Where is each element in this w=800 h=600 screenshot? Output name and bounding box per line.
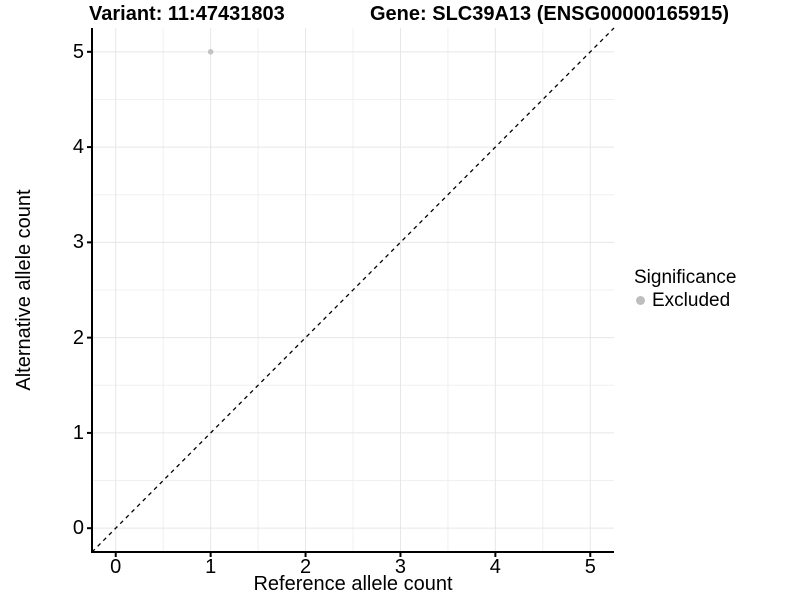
y-tick-label: 5	[72, 40, 84, 63]
x-tick-label: 3	[394, 556, 407, 578]
data-point	[207, 49, 214, 55]
x-tick-label: 4	[489, 556, 501, 578]
legend-item-excluded: Excluded	[630, 289, 736, 312]
x-tick-label: 0	[110, 556, 122, 578]
y-tick-label: 2	[72, 326, 84, 349]
y-tick-label: 0	[72, 517, 84, 540]
y-tick-label: 3	[72, 231, 84, 254]
x-tick-label: 1	[205, 556, 217, 578]
legend-items: Excluded	[630, 289, 736, 312]
legend: Significance Excluded	[630, 266, 736, 312]
y-axis-title: Alternative allele count	[13, 189, 35, 391]
identity-reference-line	[91, 27, 615, 553]
x-tick-label: 2	[299, 556, 312, 578]
x-axis-title: Reference allele count	[253, 573, 453, 595]
plot-title-variant: Variant: 11:47431803	[89, 3, 285, 25]
legend-item-label: Excluded	[652, 290, 731, 311]
y-tick-label: 4	[72, 136, 84, 159]
x-tick-label: 5	[584, 556, 596, 578]
y-tick-label: 1	[72, 421, 84, 444]
legend-title: Significance	[634, 267, 737, 288]
plot-title-gene: Gene: SLC39A13 (ENSG00000165915)	[370, 3, 730, 25]
legend-marker-circle-icon	[636, 296, 645, 305]
